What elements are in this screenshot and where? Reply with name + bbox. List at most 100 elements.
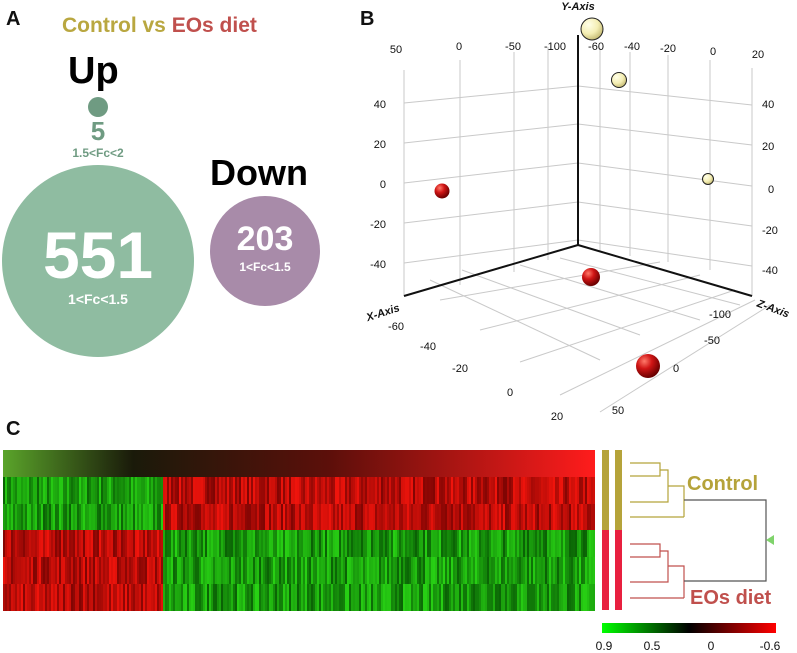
heatmap-cell [13, 584, 15, 611]
heatmap-cell [581, 477, 583, 504]
heatmap-cell [29, 530, 31, 557]
heatmap-cell [23, 530, 25, 557]
heatmap-cell [549, 557, 551, 584]
heatmap-cell [355, 477, 357, 504]
heatmap-cell [219, 584, 221, 611]
heatmap-cell [169, 504, 171, 530]
heatmap-cell [195, 584, 197, 611]
heatmap-cell [323, 477, 325, 504]
heatmap-cell [13, 530, 15, 557]
heatmap-cell [405, 557, 407, 584]
heatmap-cell [517, 477, 519, 504]
tick-label: -40 [624, 41, 640, 53]
heatmap-cell [275, 557, 277, 584]
heatmap-cell [117, 477, 119, 504]
heatmap-cell [577, 584, 579, 611]
heatmap-cell [163, 530, 165, 557]
heatmap-cell [211, 530, 213, 557]
heatmap-cell [55, 557, 57, 584]
heatmap-cell [19, 477, 21, 504]
heatmap-cell [493, 477, 495, 504]
heatmap-cell [253, 477, 255, 504]
heatmap-cell [135, 504, 137, 530]
heatmap-cell [449, 530, 451, 557]
heatmap-cell [101, 557, 103, 584]
heatmap-cell [353, 504, 355, 530]
heatmap-cell [137, 504, 139, 530]
heatmap-cell [233, 584, 235, 611]
heatmap-cell [25, 557, 27, 584]
heatmap-cell [259, 477, 261, 504]
color-scale-bar [602, 623, 776, 633]
heatmap-cell [339, 477, 341, 504]
heatmap-cell [101, 477, 103, 504]
heatmap-cell [243, 584, 245, 611]
heatmap-cell [507, 530, 509, 557]
control-point [580, 17, 604, 41]
heatmap-cell [191, 530, 193, 557]
panel-a-title: Control vs EOs diet [62, 14, 257, 38]
heatmap-cell [111, 584, 113, 611]
heatmap-cell [327, 477, 329, 504]
heatmap-cell [445, 557, 447, 584]
heatmap-cell [575, 530, 577, 557]
tick-label: -50 [704, 335, 720, 347]
heatmap-cell [499, 557, 501, 584]
heatmap-cell [483, 557, 485, 584]
heatmap-cell [123, 584, 125, 611]
heatmap-cell [365, 584, 367, 611]
heatmap-cell [367, 504, 369, 530]
heatmap-cell [369, 477, 371, 504]
tick-label: 20 [762, 141, 774, 153]
top-left-ticks: 50 0 -50 -100 [390, 41, 566, 56]
heatmap-cell [227, 477, 229, 504]
heatmap-cell [49, 557, 51, 584]
heatmap-cell [99, 584, 101, 611]
heatmap-cell [111, 504, 113, 530]
heatmap-cell [311, 557, 313, 584]
heatmap-cell [455, 584, 457, 611]
heatmap-cell [317, 530, 319, 557]
heatmap-cell [383, 530, 385, 557]
heatmap-cell [43, 477, 45, 504]
heatmap-cell [559, 504, 561, 530]
heatmap-cell [147, 504, 149, 530]
heatmap-cell [337, 504, 339, 530]
heatmap-cell [55, 584, 57, 611]
heatmap-cell [235, 530, 237, 557]
heatmap-cell [49, 530, 51, 557]
heatmap-cell [319, 557, 321, 584]
heatmap-cell [131, 584, 133, 611]
heatmap-cell [541, 504, 543, 530]
heatmap-cell [515, 477, 517, 504]
heatmap-cell [399, 584, 401, 611]
heatmap-cell [391, 584, 393, 611]
heatmap-cell [223, 557, 225, 584]
heatmap-cell [559, 477, 561, 504]
heatmap-cell [573, 584, 575, 611]
heatmap-cell [23, 504, 25, 530]
heatmap-cell [167, 530, 169, 557]
heatmap-cell [383, 477, 385, 504]
heatmap-cell [99, 477, 101, 504]
heatmap-cell [347, 477, 349, 504]
heatmap-cell [471, 477, 473, 504]
heatmap-cell [539, 504, 541, 530]
heatmap-cell [131, 530, 133, 557]
heatmap-cell [213, 530, 215, 557]
heatmap-cell [327, 557, 329, 584]
heatmap-cell [127, 530, 129, 557]
heatmap-cell [423, 477, 425, 504]
heatmap-cell [593, 584, 595, 611]
heatmap-cell [419, 477, 421, 504]
heatmap-cell [77, 557, 79, 584]
heatmap-cell [549, 504, 551, 530]
heatmap-cell [141, 557, 143, 584]
heatmap-cell [101, 530, 103, 557]
heatmap-cell [255, 504, 257, 530]
heatmap-cell [459, 530, 461, 557]
heatmap-cell [293, 477, 295, 504]
heatmap-cell [387, 557, 389, 584]
heatmap-cell [11, 584, 13, 611]
heatmap-cell [395, 477, 397, 504]
